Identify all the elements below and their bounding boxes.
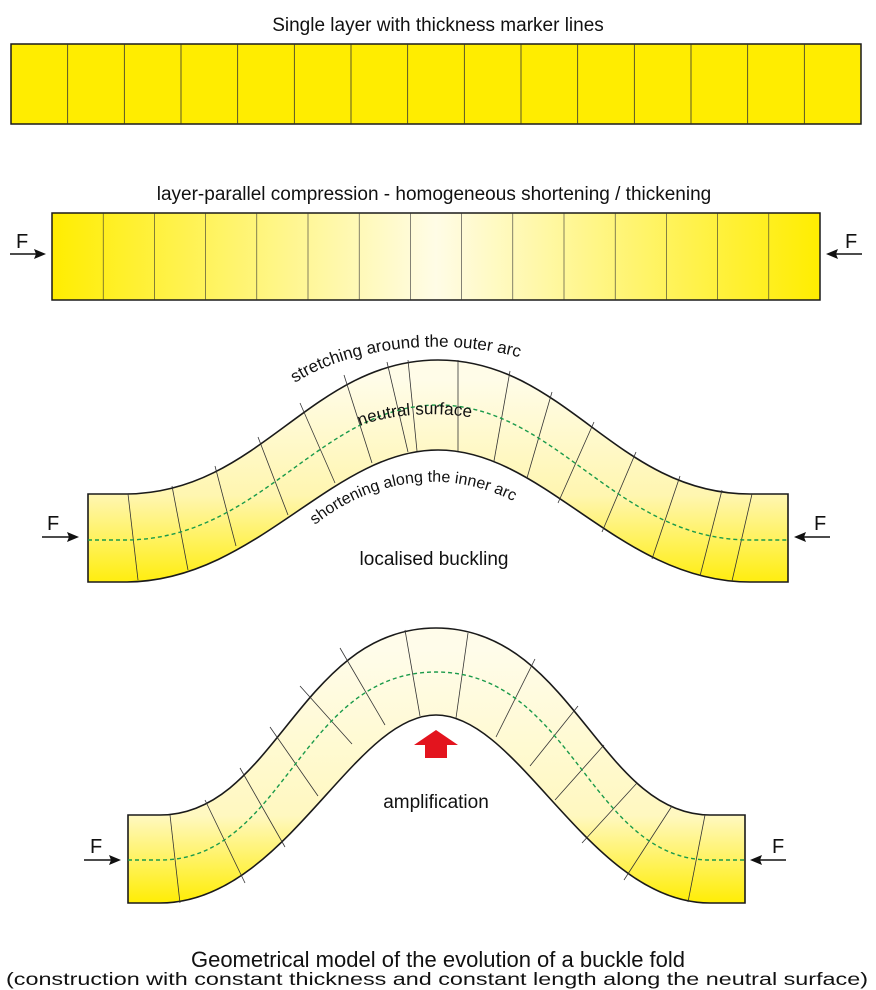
- stage3-marker-lines: [127, 359, 753, 582]
- stage3-neutral-surface-line: [88, 404, 788, 541]
- stage4-title: amplification: [383, 792, 489, 813]
- stage2-layer: [51, 212, 821, 301]
- amplification-arrow-icon: [414, 730, 458, 758]
- stage4-arrowhead-right-icon: [750, 855, 762, 865]
- stage2-force-right-label: F: [845, 231, 857, 253]
- stage4-force-left-label: F: [90, 836, 102, 858]
- stage2-arrowhead-left-icon: [34, 249, 46, 259]
- stage3-force-left-label: F: [47, 513, 59, 535]
- stage2-layer-body: [51, 212, 821, 301]
- stage1-title: Single layer with thickness marker lines: [272, 15, 604, 36]
- stage4-force-right-label: F: [772, 836, 784, 858]
- stage3-title: localised buckling: [360, 549, 509, 570]
- stage3-arrowhead-left-icon: [67, 532, 79, 542]
- stage1-layer-body: [10, 43, 862, 125]
- stage1-layer: [10, 43, 862, 125]
- stage1-marker-lines: [67, 44, 805, 124]
- stage4-arrowhead-left-icon: [109, 855, 121, 865]
- caption-line-1: Geometrical model of the evolution of a …: [191, 947, 685, 972]
- stage3-force-right-label: F: [814, 513, 826, 535]
- stage2-arrowhead-right-icon: [826, 249, 838, 259]
- stage2-force-left-label: F: [16, 231, 28, 253]
- stage2-marker-lines: [102, 213, 770, 300]
- stage4-neutral-surface-line: [128, 671, 745, 861]
- stage3-fold: [87, 359, 789, 583]
- stage3-fold-body: [87, 359, 789, 583]
- caption-line-2: (construction with constant thickness an…: [6, 969, 868, 989]
- stage3-arrowhead-right-icon: [794, 532, 806, 542]
- stage4-fold-body: [127, 627, 746, 904]
- stage4-fold: [127, 627, 746, 904]
- stage2-title: layer-parallel compression - homogeneous…: [157, 184, 711, 205]
